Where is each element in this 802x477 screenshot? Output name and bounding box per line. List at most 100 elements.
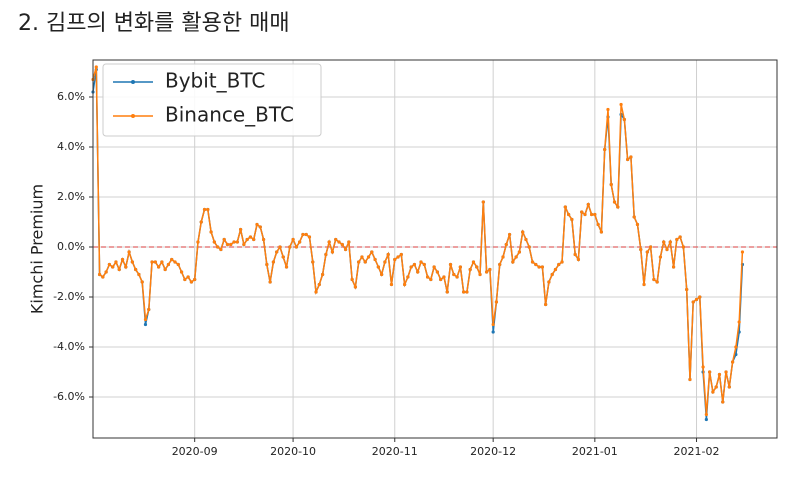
data-point <box>176 262 180 267</box>
data-point <box>239 227 243 232</box>
legend-label: Bybit_BTC <box>165 69 265 93</box>
legend-marker <box>131 80 135 84</box>
data-point <box>419 260 423 264</box>
data-point <box>629 155 633 159</box>
data-point <box>488 267 492 272</box>
data-point <box>396 255 400 259</box>
data-point <box>599 230 604 234</box>
data-point <box>124 265 128 269</box>
data-point <box>740 250 745 254</box>
data-point <box>462 290 466 294</box>
data-point <box>107 262 111 267</box>
data-point <box>671 265 676 269</box>
plot-frame <box>92 59 778 439</box>
data-point <box>491 322 495 327</box>
data-point <box>501 255 505 259</box>
data-point <box>511 260 515 264</box>
x-tick-label: 2020-09 <box>172 445 218 458</box>
data-point <box>458 265 462 269</box>
data-point <box>698 295 702 299</box>
data-point <box>360 255 364 259</box>
data-point <box>373 257 377 262</box>
data-point <box>412 262 417 267</box>
data-point <box>603 147 607 152</box>
data-point <box>261 237 266 242</box>
data-point <box>498 262 502 267</box>
y-tick-label: -2.0% <box>53 290 85 303</box>
data-point <box>134 267 138 272</box>
data-point <box>363 260 367 264</box>
data-point <box>229 242 233 247</box>
data-point <box>668 240 672 244</box>
data-point <box>481 200 485 204</box>
data-point <box>475 265 479 269</box>
data-point <box>662 240 666 244</box>
data-point <box>514 255 518 259</box>
data-point <box>445 290 449 294</box>
data-point <box>563 205 567 209</box>
data-point <box>160 260 164 264</box>
data-point <box>596 222 600 227</box>
data-point <box>284 265 289 269</box>
data-point <box>652 277 656 282</box>
legend-box <box>102 63 322 137</box>
data-point <box>258 225 262 229</box>
data-point <box>143 322 148 327</box>
data-point <box>649 245 653 249</box>
data-point <box>658 255 663 259</box>
data-point <box>504 242 508 247</box>
data-point <box>435 270 439 274</box>
data-point <box>340 242 344 247</box>
data-point <box>248 235 253 239</box>
data-point <box>104 270 108 274</box>
data-point <box>471 260 476 264</box>
data-point <box>393 257 397 262</box>
data-point <box>432 265 436 269</box>
data-point <box>727 385 731 389</box>
data-point <box>366 255 371 259</box>
y-tick-label: -6.0% <box>53 390 85 403</box>
data-point <box>232 240 236 244</box>
data-point <box>616 205 620 209</box>
data-point <box>399 252 403 257</box>
data-point <box>334 237 338 242</box>
data-point <box>137 272 141 277</box>
data-point <box>163 267 167 272</box>
data-point <box>343 247 348 252</box>
data-point <box>380 272 384 277</box>
data-point <box>609 182 613 187</box>
data-point <box>183 277 187 282</box>
data-point <box>589 212 594 217</box>
data-point <box>550 272 554 277</box>
data-point <box>557 262 561 267</box>
data-point <box>403 282 407 287</box>
data-point <box>150 260 154 264</box>
data-point <box>694 297 699 302</box>
data-point <box>255 222 259 227</box>
data-point <box>130 260 134 264</box>
data-point <box>425 275 430 279</box>
data-point <box>612 200 617 204</box>
data-point <box>114 260 118 264</box>
data-point <box>711 390 715 394</box>
data-point <box>327 240 331 244</box>
data-point <box>196 240 200 244</box>
data-point <box>688 377 692 382</box>
data-point <box>714 385 718 389</box>
data-point <box>576 257 581 262</box>
data-point <box>127 250 131 254</box>
data-point <box>422 262 426 267</box>
data-point <box>222 237 226 242</box>
data-point <box>452 272 456 277</box>
y-axis-label: Kimchi Premium <box>28 184 47 314</box>
data-point <box>225 242 230 247</box>
x-tick-label: 2021-02 <box>674 445 720 458</box>
data-point <box>406 275 410 279</box>
data-point <box>383 260 387 264</box>
data-point <box>731 360 735 364</box>
data-point <box>567 212 571 217</box>
data-point <box>655 280 659 284</box>
data-point <box>281 255 285 259</box>
x-tick-label: 2021-01 <box>572 445 618 458</box>
